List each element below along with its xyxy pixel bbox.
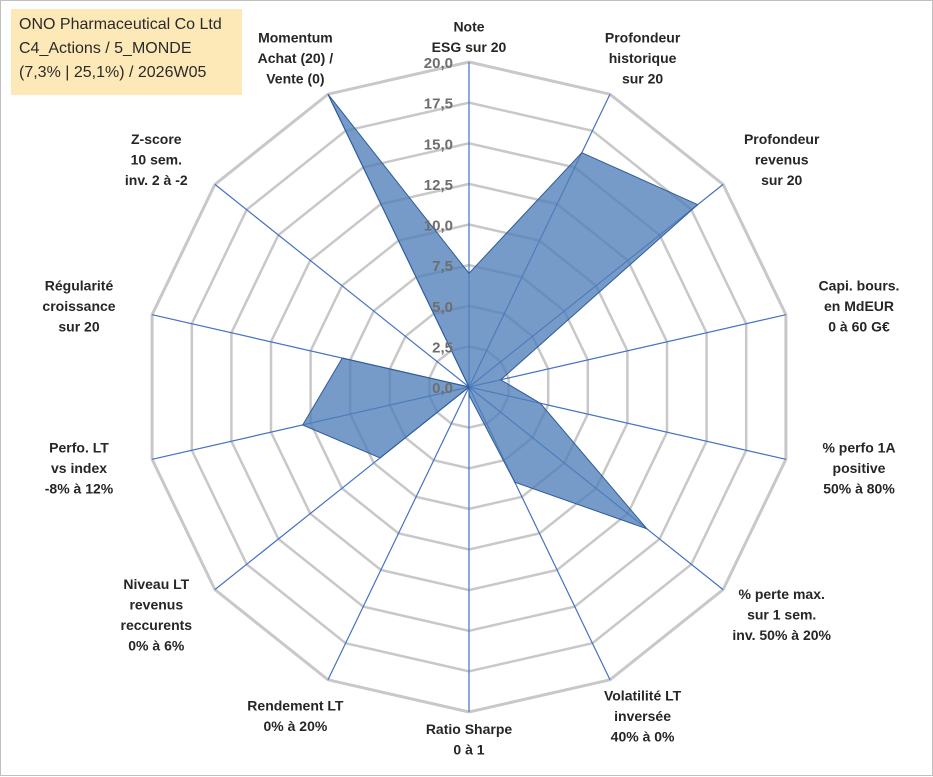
axis-label-line: positive: [833, 460, 886, 476]
axis-label-line: Momentum: [258, 30, 333, 46]
axis-label-line: 0% à 6%: [128, 637, 185, 653]
axis-label-line: inv. 50% à 20%: [732, 627, 831, 643]
series-area: [303, 94, 698, 529]
axis-label-line: ESG sur 20: [432, 39, 507, 55]
axis-label-line: Ratio Sharpe: [426, 721, 513, 737]
axis-label-line: % perte max.: [739, 586, 825, 602]
axis-label: Rendement LT 0% à 20%: [247, 698, 344, 735]
axis-label-line: vs index: [51, 460, 107, 476]
axis-label-line: Note: [453, 19, 484, 35]
axis-label-line: croissance: [42, 298, 115, 314]
axis-label: % perte max. sur 1 sem. inv. 50% à 20%: [732, 586, 831, 643]
axis-label-line: -8% à 12%: [45, 481, 114, 497]
axis-label-line: sur 1 sem.: [747, 607, 816, 623]
axis-label-line: Volatilité LT: [604, 687, 682, 703]
axis-label-line: % perfo 1A: [822, 440, 895, 456]
axis-label-line: inversée: [614, 708, 671, 724]
axis-label: % perfo 1A positive 50% à 80%: [822, 440, 895, 497]
stats-line: (7,3% | 25,1%) / 2026W05: [19, 61, 242, 85]
axis-label-line: Achat (20) /: [258, 50, 334, 66]
axis-label: Volatilité LT inversée 40% à 0%: [604, 687, 682, 744]
axis-label-line: Perfo. LT: [49, 440, 109, 456]
axis-label: Perfo. LT vs index -8% à 12%: [45, 440, 114, 497]
company-name: ONO Pharmaceutical Co Ltd: [19, 13, 242, 37]
axis-label-line: en MdEUR: [824, 298, 894, 314]
tick-label: 5,0: [432, 299, 453, 316]
axis-label-line: Rendement LT: [247, 698, 344, 714]
tick-label: 7,5: [432, 258, 453, 275]
axis-label-line: Profondeur: [605, 30, 681, 46]
axis-label-line: Régularité: [45, 277, 114, 293]
radial-tick-labels: 0,0 2,5 5,0 7,5 10,0 12,5 15,0 17,5 20,0: [424, 55, 453, 397]
portfolio-name: C4_Actions / 5_MONDE: [19, 37, 242, 61]
axis-label-line: Vente (0): [266, 71, 324, 87]
tick-label: 15,0: [424, 136, 453, 153]
axis-label-line: 10 sem.: [131, 151, 182, 167]
axis-label: Z-score 10 sem. inv. 2 à -2: [125, 131, 188, 188]
axis-label-line: historique: [609, 50, 677, 66]
axis-label-line: inv. 2 à -2: [125, 172, 188, 188]
axis-label-line: revenus: [755, 151, 809, 167]
axis-label-line: sur 20: [622, 71, 663, 87]
axis-label: Momentum Achat (20) / Vente (0): [258, 30, 334, 87]
axis-label-line: 0 à 1: [453, 742, 484, 758]
axis-label-line: 50% à 80%: [823, 481, 895, 497]
axis-label-line: sur 20: [58, 318, 99, 334]
axis-label: Ratio Sharpe 0 à 1: [426, 721, 513, 758]
tick-label: 12,5: [424, 177, 453, 194]
title-box: ONO Pharmaceutical Co Ltd C4_Actions / 5…: [11, 9, 242, 95]
radar-series: [303, 94, 698, 529]
axis-label: Note ESG sur 20: [432, 19, 507, 56]
tick-label: 17,5: [424, 96, 453, 113]
axis-label-line: Profondeur: [744, 131, 820, 147]
axis-label-line: 0% à 20%: [263, 718, 327, 734]
axis-label: Profondeur historique sur 20: [605, 30, 681, 87]
tick-label: 10,0: [424, 218, 453, 235]
axis-label-line: Capi. bours.: [819, 277, 900, 293]
axis-label: Capi. bours. en MdEUR 0 à 60 G€: [819, 277, 900, 334]
axis-label: Profondeur revenus sur 20: [744, 131, 820, 188]
axis-label-line: 0 à 60 G€: [828, 318, 890, 334]
axis-label-line: revenus: [129, 596, 183, 612]
axis-label: Régularité croissance sur 20: [42, 277, 115, 334]
axis-label-line: 40% à 0%: [611, 728, 675, 744]
tick-label: 2,5: [432, 339, 453, 356]
axis-label: Niveau LT revenus reccurents 0% à 6%: [121, 576, 193, 654]
tick-label: 20,0: [424, 55, 453, 72]
axis-label-line: Z-score: [131, 131, 182, 147]
axis-label-line: Niveau LT: [123, 576, 189, 592]
axis-label-line: sur 20: [761, 172, 802, 188]
tick-label: 0,0: [432, 380, 453, 397]
axis-label-line: reccurents: [121, 617, 193, 633]
